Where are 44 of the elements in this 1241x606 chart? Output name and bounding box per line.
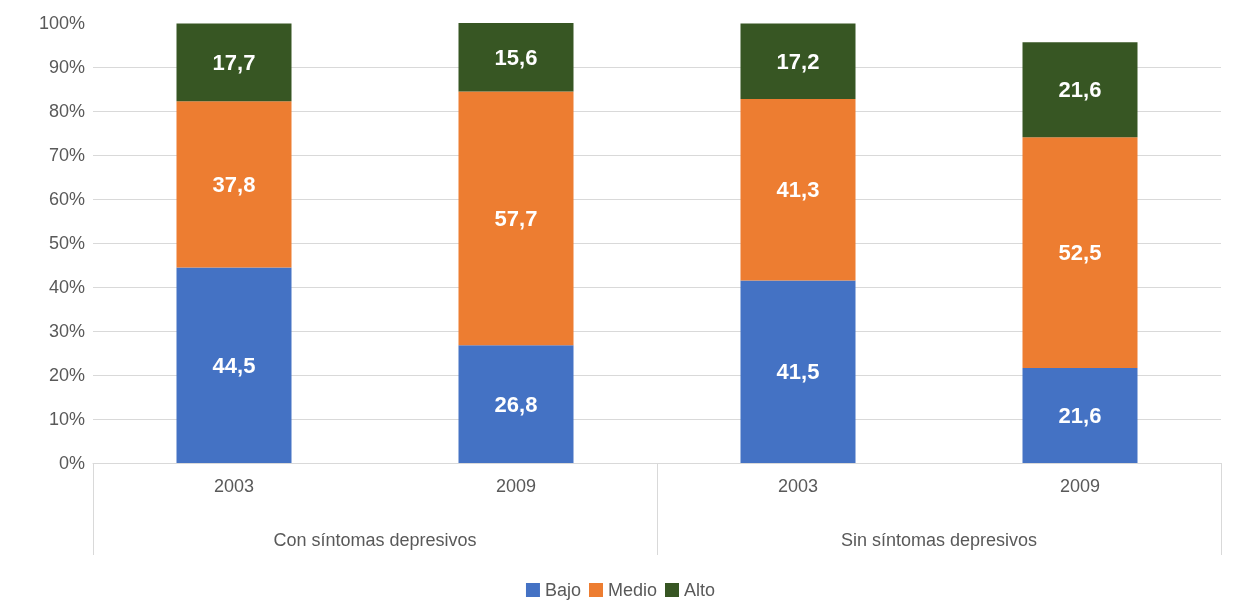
- text: Con síntomas depresivos: [273, 530, 477, 550]
- x-tick-label: 2003: [213, 476, 255, 496]
- y-tick-label: 90%: [48, 57, 85, 78]
- legend-label: Bajo: [544, 580, 581, 600]
- y-tick-label: 30%: [48, 321, 85, 342]
- y-tick-label: 70%: [48, 145, 85, 166]
- data-label: 17,7: [212, 49, 256, 75]
- legend-label: Alto: [684, 580, 716, 600]
- data-label: 15,6: [494, 44, 538, 70]
- x-tick-label: 2003: [777, 476, 819, 496]
- bar: [458, 345, 574, 463]
- data-label: 21,6: [1058, 403, 1102, 429]
- y-tick-label: 80%: [48, 101, 85, 122]
- bar: [740, 23, 856, 100]
- y-tick-label: 60%: [48, 189, 85, 210]
- data-label: 41,3: [776, 177, 820, 203]
- data-label: 52,5: [1058, 240, 1102, 266]
- bar: [1022, 137, 1138, 369]
- text: Sin síntomas depresivos: [840, 530, 1038, 550]
- data-label: 44,5: [212, 352, 256, 378]
- bar: [176, 23, 292, 102]
- data-label: 26,8: [494, 391, 538, 417]
- data-label: 41,5: [776, 359, 820, 385]
- y-tick-label: 50%: [48, 233, 85, 254]
- y-tick-label: 10%: [48, 409, 85, 430]
- bar: [176, 267, 292, 463]
- data-label: 37,8: [212, 171, 256, 197]
- y-tick-label: 20%: [48, 365, 85, 386]
- bar: [1022, 368, 1138, 463]
- legend-label: Medio: [607, 580, 658, 600]
- x-tick-label: 2009: [1059, 476, 1101, 496]
- x-tick-label: 2009: [495, 476, 537, 496]
- bar: [740, 280, 856, 463]
- bar: [740, 99, 856, 281]
- bar: [1022, 42, 1138, 138]
- data-label: 57,7: [494, 205, 538, 231]
- data-label: 21,6: [1058, 77, 1102, 103]
- bar: [176, 101, 292, 268]
- data-label: 17,2: [776, 48, 820, 74]
- y-tick-label: 0%: [58, 453, 85, 473]
- y-tick-label: 100%: [38, 13, 85, 34]
- bar: [458, 91, 574, 346]
- bar: [458, 23, 574, 92]
- y-tick-label: 40%: [48, 277, 85, 298]
